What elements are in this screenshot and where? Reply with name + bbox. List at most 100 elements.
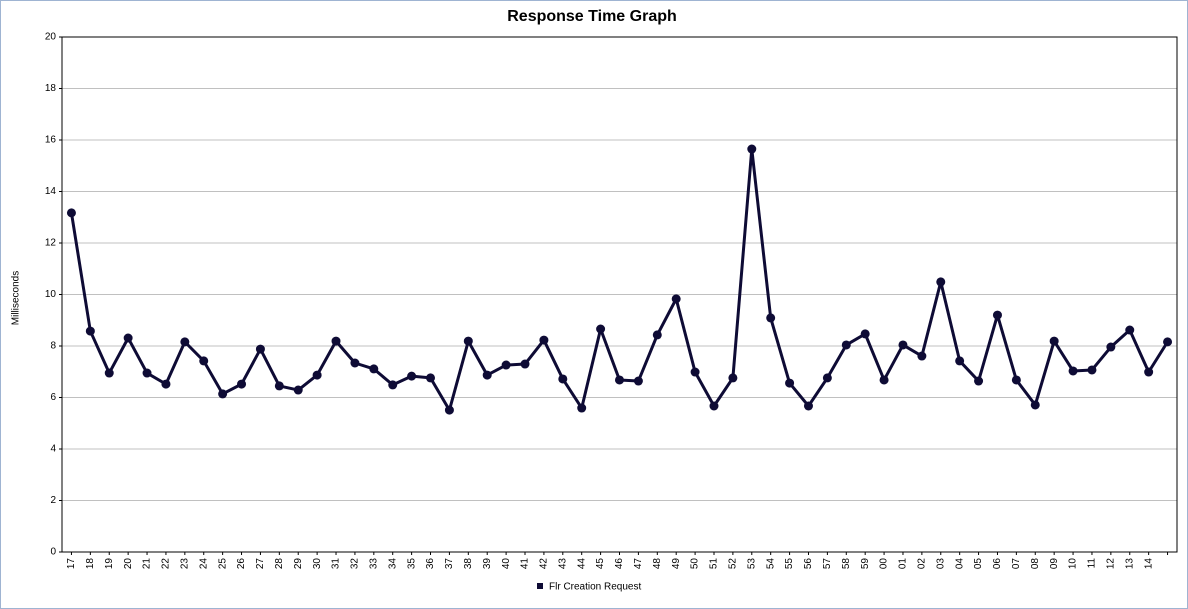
data-point	[1087, 365, 1097, 375]
y-tick-label: 10	[45, 289, 57, 300]
x-tick-label: 07	[1011, 558, 1022, 570]
data-point	[482, 370, 492, 380]
data-point	[671, 294, 681, 304]
x-tick-label: 00	[879, 558, 890, 570]
data-point	[218, 389, 228, 399]
data-point	[841, 340, 851, 350]
data-point	[974, 376, 984, 386]
legend-swatch	[537, 583, 543, 589]
data-point	[255, 344, 265, 354]
y-tick-label: 8	[50, 341, 56, 352]
y-tick-label: 16	[45, 135, 57, 146]
x-tick-label: 23	[179, 558, 190, 570]
data-point	[785, 378, 795, 388]
x-tick-label: 44	[576, 558, 587, 570]
y-tick-label: 18	[45, 83, 57, 94]
x-tick-label: 38	[463, 558, 474, 570]
data-point	[728, 373, 738, 383]
data-point	[274, 381, 284, 391]
x-tick-label: 05	[973, 558, 984, 570]
x-tick-label: 52	[728, 558, 739, 570]
data-point	[426, 373, 436, 383]
x-tick-label: 06	[992, 558, 1003, 570]
y-axis-label: Milliseconds	[11, 271, 22, 325]
x-tick-label: 27	[255, 558, 266, 570]
data-point	[350, 358, 360, 368]
x-tick-label: 11	[1087, 558, 1098, 569]
data-point	[66, 208, 76, 218]
data-point	[463, 336, 473, 346]
data-point	[690, 367, 700, 377]
x-tick-label: 08	[1030, 558, 1041, 570]
x-tick-label: 17	[66, 558, 77, 570]
x-tick-label: 56	[803, 558, 814, 570]
data-point	[652, 330, 662, 340]
data-point	[1106, 342, 1116, 352]
data-point	[577, 403, 587, 413]
x-tick-label: 03	[935, 558, 946, 570]
data-point	[104, 368, 114, 378]
data-point	[142, 368, 152, 378]
data-point	[558, 374, 568, 384]
data-point	[501, 360, 511, 370]
x-tick-label: 25	[217, 558, 228, 570]
x-tick-label: 55	[784, 558, 795, 570]
data-point	[237, 379, 247, 389]
data-point	[992, 310, 1002, 320]
y-tick-label: 20	[45, 32, 57, 43]
x-tick-label: 35	[406, 558, 417, 570]
x-tick-label: 28	[274, 558, 285, 570]
data-point	[1068, 366, 1078, 376]
x-tick-label: 41	[520, 558, 531, 570]
x-tick-label: 34	[387, 558, 398, 570]
x-tick-label: 09	[1049, 558, 1060, 570]
data-point	[1144, 367, 1154, 377]
x-tick-label: 39	[482, 558, 493, 570]
data-point	[747, 144, 757, 154]
x-tick-label: 04	[954, 558, 965, 570]
x-tick-label: 33	[368, 558, 379, 570]
x-tick-label: 31	[331, 558, 342, 570]
x-tick-label: 20	[123, 558, 134, 570]
x-tick-label: 02	[917, 558, 928, 570]
data-point	[312, 370, 322, 380]
x-tick-label: 21	[142, 558, 153, 570]
data-point	[898, 340, 908, 350]
data-point	[615, 375, 624, 385]
data-point	[1163, 337, 1173, 347]
x-tick-label: 42	[539, 558, 550, 570]
data-point	[1125, 325, 1135, 335]
data-point	[936, 277, 946, 287]
x-tick-label: 14	[1143, 558, 1154, 570]
data-point	[596, 324, 606, 334]
data-point	[709, 401, 719, 411]
x-tick-label: 59	[860, 558, 871, 570]
data-point	[539, 335, 549, 345]
data-point	[860, 329, 870, 339]
x-tick-label: 13	[1124, 558, 1135, 570]
x-tick-label: 22	[161, 558, 172, 570]
data-point	[161, 379, 171, 389]
x-tick-label: 51	[709, 558, 720, 570]
x-tick-label: 37	[444, 558, 455, 570]
data-point	[331, 336, 341, 346]
data-point	[1030, 400, 1040, 410]
x-tick-label: 32	[350, 558, 361, 570]
y-tick-label: 0	[50, 547, 56, 558]
y-tick-label: 4	[50, 444, 56, 455]
x-tick-label: 48	[652, 558, 663, 570]
x-tick-label: 46	[614, 558, 625, 570]
x-tick-label: 47	[633, 558, 644, 570]
data-point	[369, 364, 379, 374]
x-tick-label: 50	[690, 558, 701, 570]
x-tick-label: 10	[1068, 558, 1079, 570]
x-tick-label: 53	[746, 558, 757, 570]
chart-title: Response Time Graph	[507, 8, 677, 25]
x-tick-label: 45	[595, 558, 606, 570]
data-point	[407, 371, 417, 381]
x-tick-label: 40	[501, 558, 512, 570]
x-tick-label: 24	[198, 558, 209, 570]
data-point	[199, 356, 209, 366]
